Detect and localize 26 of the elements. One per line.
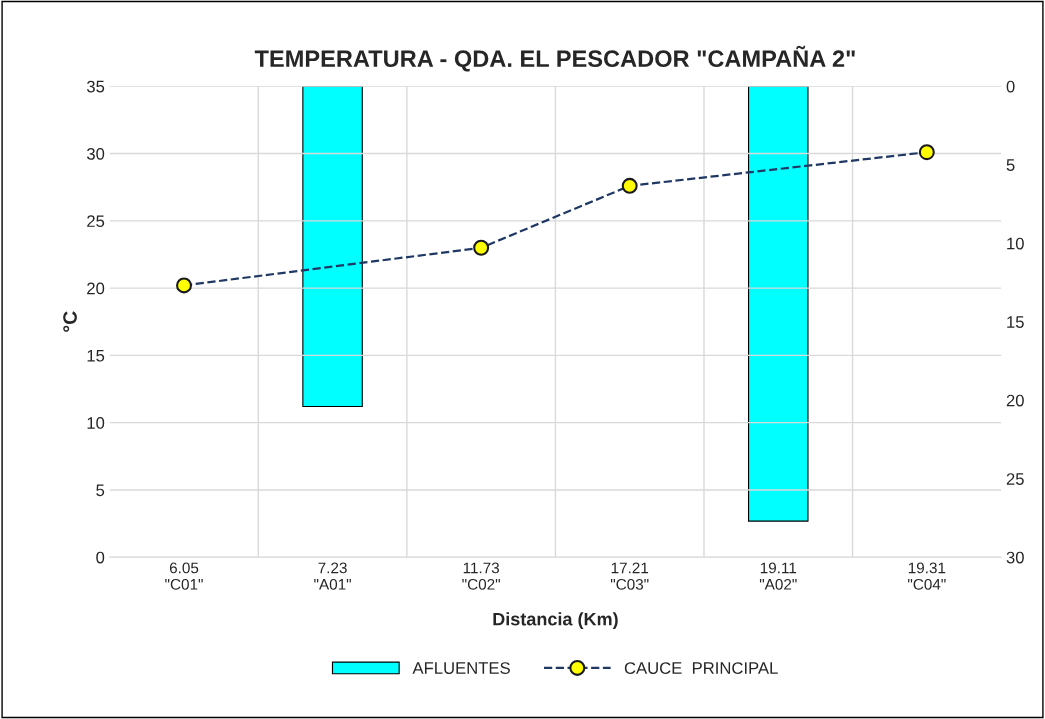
- y2-tick-label: 0: [1006, 80, 1015, 93]
- y-tick-label: 30: [86, 147, 105, 160]
- y-axis-title: °C: [63, 311, 77, 332]
- x-tick-label: 6.05 "C01": [165, 562, 203, 590]
- x-axis-title: Distancia (Km): [493, 612, 618, 630]
- y2-tick-label: 10: [1007, 237, 1024, 250]
- x-tick-label: 7.23 "A01": [314, 562, 351, 590]
- y2-tick-label: 15: [1007, 316, 1024, 328]
- y-tick-label: 10: [87, 417, 105, 429]
- legend-label: AFLUENTES: [412, 662, 510, 674]
- x-tick-label: 17.21 "C03": [610, 562, 649, 590]
- y2-tick-label: 5: [1006, 159, 1015, 171]
- x-tick-label: 11.73 "C02": [462, 562, 500, 590]
- y2-tick-label: 30: [1006, 551, 1024, 564]
- y-tick-label: 35: [86, 80, 105, 93]
- legend-label: CAUCE PRINCIPAL: [624, 662, 778, 674]
- x-tick-label: 19.31 "C04": [908, 562, 946, 590]
- y-tick-label: 20: [87, 282, 105, 295]
- y-tick-label: 5: [96, 484, 105, 497]
- y2-tick-label: 20: [1006, 394, 1024, 407]
- y-tick-label: 0: [96, 551, 105, 564]
- chart-title: TEMPERATURA - QDA. EL PESCADOR "CAMPAÑA 2": [254, 45, 855, 72]
- y-tick-label: 15: [87, 349, 105, 362]
- y2-tick-label: 25: [1006, 473, 1024, 485]
- x-tick-label: 19.11 "A02": [759, 562, 797, 590]
- y-tick-label: 25: [87, 215, 105, 228]
